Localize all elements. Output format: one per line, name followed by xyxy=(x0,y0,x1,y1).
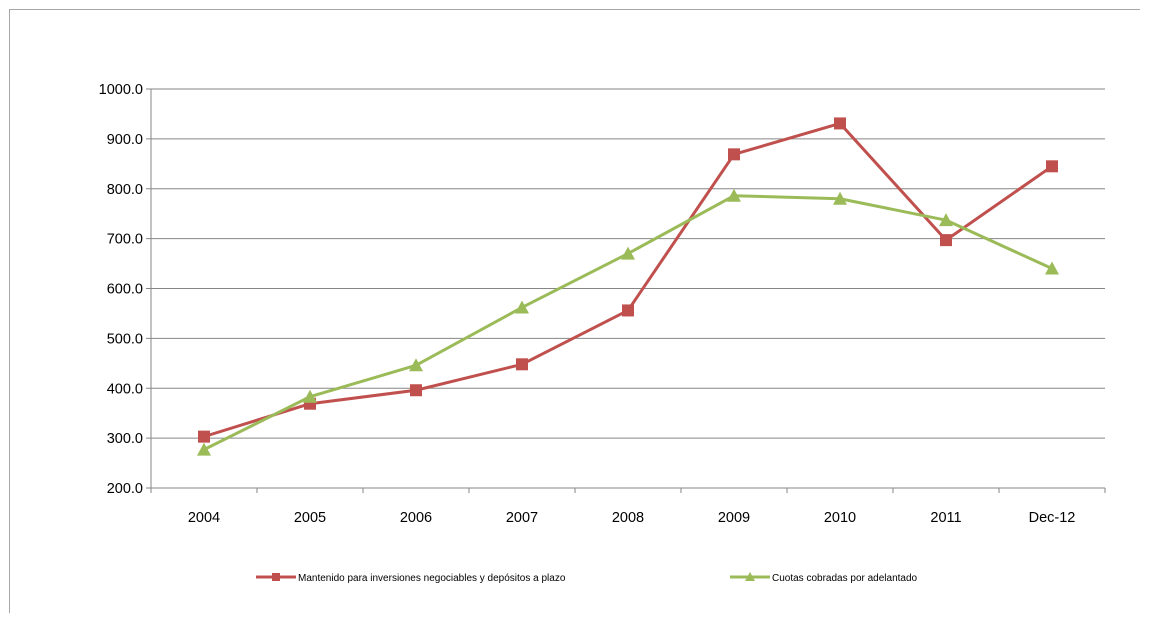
data-point xyxy=(198,430,210,443)
x-tick-label: 2008 xyxy=(612,510,644,526)
data-point xyxy=(197,442,211,456)
data-point xyxy=(834,117,846,130)
x-tick-label: 2009 xyxy=(718,510,750,526)
data-point xyxy=(1045,261,1059,275)
data-point xyxy=(939,213,953,227)
data-point xyxy=(409,358,423,372)
y-tick-label: 300.0 xyxy=(107,431,143,447)
x-tick-label: 2005 xyxy=(294,510,326,526)
data-point xyxy=(621,246,635,260)
gridlines xyxy=(151,88,1105,439)
series-lines xyxy=(197,117,1059,456)
data-point xyxy=(940,234,952,247)
y-tick-label: 400.0 xyxy=(107,381,143,397)
y-tick-label: 1000.0 xyxy=(99,82,143,98)
series-1 xyxy=(198,117,1058,443)
data-point xyxy=(728,148,740,161)
y-tick-label: 800.0 xyxy=(107,182,143,198)
legend-entry-series-2: Cuotas cobradas por adelantado xyxy=(730,572,918,584)
x-tick-label: 2004 xyxy=(188,510,220,526)
data-point xyxy=(622,304,634,317)
data-point xyxy=(410,384,422,397)
y-tick-label: 700.0 xyxy=(107,232,143,248)
legend: Mantenido para inversiones negociables y… xyxy=(256,572,918,584)
legend-marker-triangle xyxy=(745,572,755,581)
x-tick-label: 2011 xyxy=(930,510,961,526)
x-tick-label: 2006 xyxy=(400,510,432,526)
x-tick-label: 2010 xyxy=(824,510,856,526)
legend-label-series-1: Mantenido para inversiones negociables y… xyxy=(298,573,566,584)
x-tick-label: 2007 xyxy=(506,510,538,526)
data-point xyxy=(727,188,741,202)
y-tick-labels: 200.0 300.0 400.0 500.0 600.0 700.0 800.0 900.0… xyxy=(99,82,151,497)
data-point xyxy=(515,300,529,314)
legend-marker-square xyxy=(272,573,280,581)
x-tick-label: Dec-12 xyxy=(1029,510,1076,526)
series-2 xyxy=(197,188,1059,456)
x-tick-labels: 2004 2005 2006 2007 2008 2009 2010 2011 Dec-12 xyxy=(150,488,1106,526)
y-tick-label: 200.0 xyxy=(107,481,143,497)
legend-entry-series-1: Mantenido para inversiones negociables y… xyxy=(256,573,566,584)
data-point xyxy=(516,358,528,371)
legend-label-series-2: Cuotas cobradas por adelantado xyxy=(772,573,918,584)
data-point xyxy=(833,191,847,205)
y-tick-label: 600.0 xyxy=(107,282,143,298)
y-tick-label: 900.0 xyxy=(107,132,143,148)
chart-frame xyxy=(9,9,1140,613)
data-point xyxy=(303,389,317,403)
y-tick-label: 500.0 xyxy=(107,331,143,347)
series-line xyxy=(203,194,1053,451)
data-point xyxy=(1046,160,1058,173)
